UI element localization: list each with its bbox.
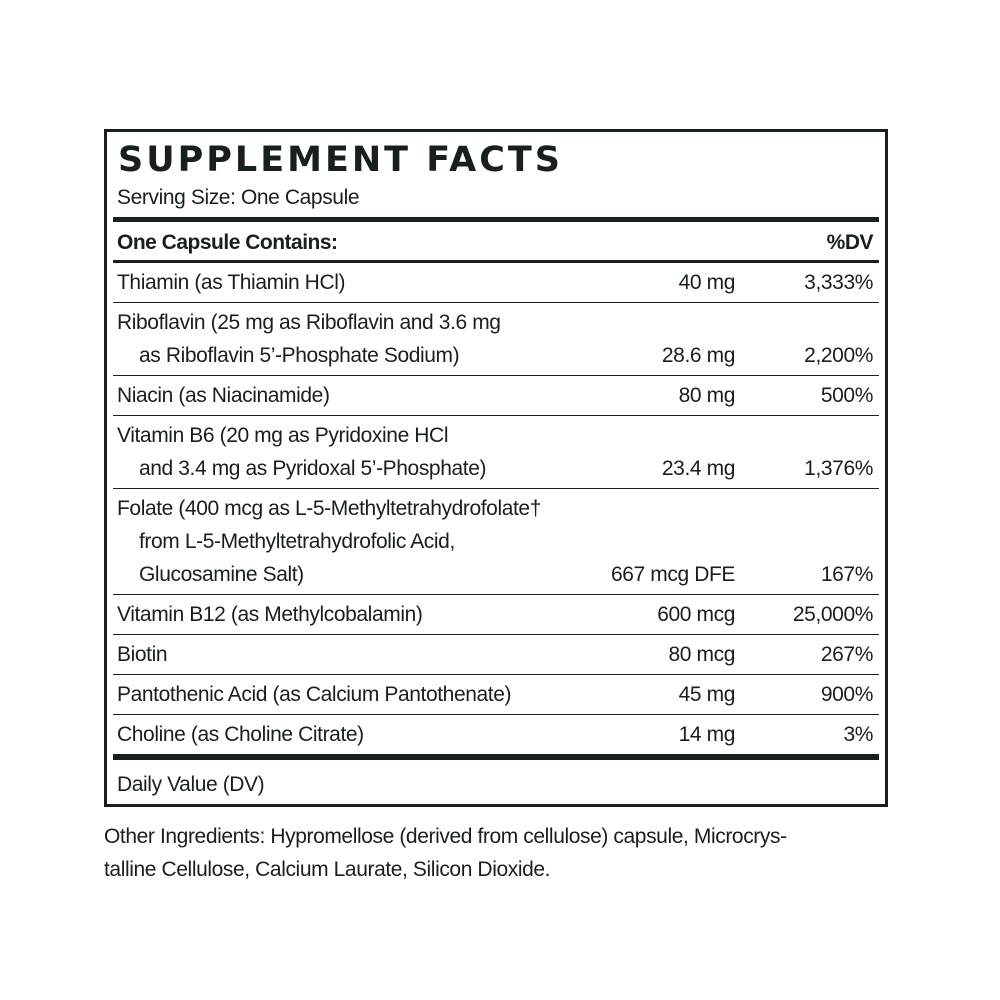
divider-thick bbox=[113, 217, 879, 222]
table-row: Biotin 80 mcg 267% bbox=[113, 635, 879, 675]
nutrient-amount: 23.4 mg bbox=[661, 457, 735, 480]
nutrient-amount: 40 mg bbox=[678, 271, 736, 294]
nutrient-name: Niacin (as Niacinamide) bbox=[113, 379, 605, 412]
table-row: Riboflavin (25 mg as Riboflavin and 3.6 … bbox=[113, 303, 879, 376]
nutrient-name-line: Vitamin B6 (20 mg as Pyridoxine HCl bbox=[117, 424, 449, 447]
nutrient-amount: 80 mcg bbox=[668, 643, 736, 666]
nutrient-dv: 500% bbox=[820, 384, 874, 407]
nutrient-name: Choline (as Choline Citrate) bbox=[113, 718, 605, 751]
nutrient-amount: 28.6 mg bbox=[661, 344, 735, 367]
nutrient-dv: 900% bbox=[820, 683, 874, 706]
nutrient-dv: 1,376% bbox=[804, 457, 873, 480]
nutrient-dv: 167% bbox=[820, 563, 874, 586]
table-header: One Capsule Contains: %DV bbox=[117, 228, 874, 258]
nutrient-name: Folate (400 mcg as L-5-Methyltetrahydrof… bbox=[113, 492, 605, 591]
daily-value-note: Daily Value (DV) bbox=[117, 773, 265, 796]
nutrient-name-line: Riboflavin (25 mg as Riboflavin and 3.6 … bbox=[117, 311, 501, 334]
nutrient-name: Riboflavin (25 mg as Riboflavin and 3.6 … bbox=[113, 306, 605, 372]
table-row: Thiamin (as Thiamin HCl) 40 mg 3,333% bbox=[113, 263, 879, 303]
table-row: Vitamin B6 (20 mg as Pyridoxine HCl and 3… bbox=[113, 416, 879, 489]
other-ingredients-line: Other Ingredients: Hypromellose (derived… bbox=[104, 825, 787, 848]
table-row: Choline (as Choline Citrate) 14 mg 3% bbox=[113, 715, 879, 754]
nutrient-amount: 600 mcg bbox=[657, 603, 735, 626]
panel-title: SUPPLEMENT FACTS bbox=[118, 140, 563, 180]
nutrient-name: Vitamin B12 (as Methylcobalamin) bbox=[113, 598, 605, 631]
header-contains: One Capsule Contains: bbox=[117, 231, 338, 254]
nutrient-name-line: from L-5-Methyltetrahydrofolic Acid, bbox=[139, 530, 455, 553]
nutrient-name: Thiamin (as Thiamin HCl) bbox=[113, 266, 605, 299]
nutrient-name-line: Thiamin (as Thiamin HCl) bbox=[117, 271, 346, 294]
nutrient-name-line: Glucosamine Salt) bbox=[139, 563, 304, 586]
nutrient-name-line: Niacin (as Niacinamide) bbox=[117, 384, 330, 407]
nutrient-dv: 3% bbox=[843, 723, 873, 746]
serving-size: Serving Size: One Capsule bbox=[117, 186, 360, 209]
nutrient-name-line: Biotin bbox=[117, 643, 168, 666]
other-ingredients-line: talline Cellulose, Calcium Laurate, Sili… bbox=[104, 858, 551, 881]
nutrient-dv: 3,333% bbox=[804, 271, 873, 294]
nutrient-amount: 45 mg bbox=[678, 683, 736, 706]
table-row: Vitamin B12 (as Methylcobalamin) 600 mcg 2… bbox=[113, 595, 879, 635]
nutrient-dv: 2,200% bbox=[804, 344, 873, 367]
header-dv: %DV bbox=[826, 231, 874, 254]
divider-thick-bottom bbox=[113, 754, 879, 760]
nutrient-amount: 80 mg bbox=[678, 384, 736, 407]
table-row: Folate (400 mcg as L-5-Methyltetrahydrof… bbox=[113, 489, 879, 595]
supplement-facts-panel: SUPPLEMENT FACTS Serving Size: One Capsu… bbox=[104, 129, 888, 807]
other-ingredients: Other Ingredients: Hypromellose (derived… bbox=[104, 820, 884, 886]
table-body: Thiamin (as Thiamin HCl) 40 mg 3,333% Ribof… bbox=[113, 263, 879, 800]
nutrient-name-line: Choline (as Choline Citrate) bbox=[117, 723, 364, 746]
nutrient-name-line: and 3.4 mg as Pyridoxal 5’-Phosphate) bbox=[139, 457, 487, 480]
nutrient-dv: 267% bbox=[820, 643, 874, 666]
nutrient-name: Vitamin B6 (20 mg as Pyridoxine HCl and 3… bbox=[113, 419, 605, 485]
nutrient-name-line: as Riboflavin 5’-Phosphate Sodium) bbox=[139, 344, 460, 367]
nutrient-name: Pantothenic Acid (as Calcium Pantothenat… bbox=[113, 678, 605, 711]
table-row: Niacin (as Niacinamide) 80 mg 500% bbox=[113, 376, 879, 416]
nutrient-dv: 25,000% bbox=[792, 603, 874, 626]
nutrient-name-line: Pantothenic Acid (as Calcium Pantothenat… bbox=[117, 683, 512, 706]
nutrient-amount: 14 mg bbox=[678, 723, 736, 746]
table-row: Pantothenic Acid (as Calcium Pantothenat… bbox=[113, 675, 879, 715]
nutrient-table: Thiamin (as Thiamin HCl) 40 mg 3,333% Ribof… bbox=[113, 263, 879, 754]
divider-medium bbox=[113, 260, 879, 263]
nutrient-name: Biotin bbox=[113, 638, 605, 671]
nutrient-name-line: Vitamin B12 (as Methylcobalamin) bbox=[117, 603, 423, 626]
nutrient-name-line: Folate (400 mcg as L-5-Methyltetrahydrof… bbox=[117, 497, 541, 520]
nutrient-amount: 667 mcg DFE bbox=[611, 563, 735, 586]
